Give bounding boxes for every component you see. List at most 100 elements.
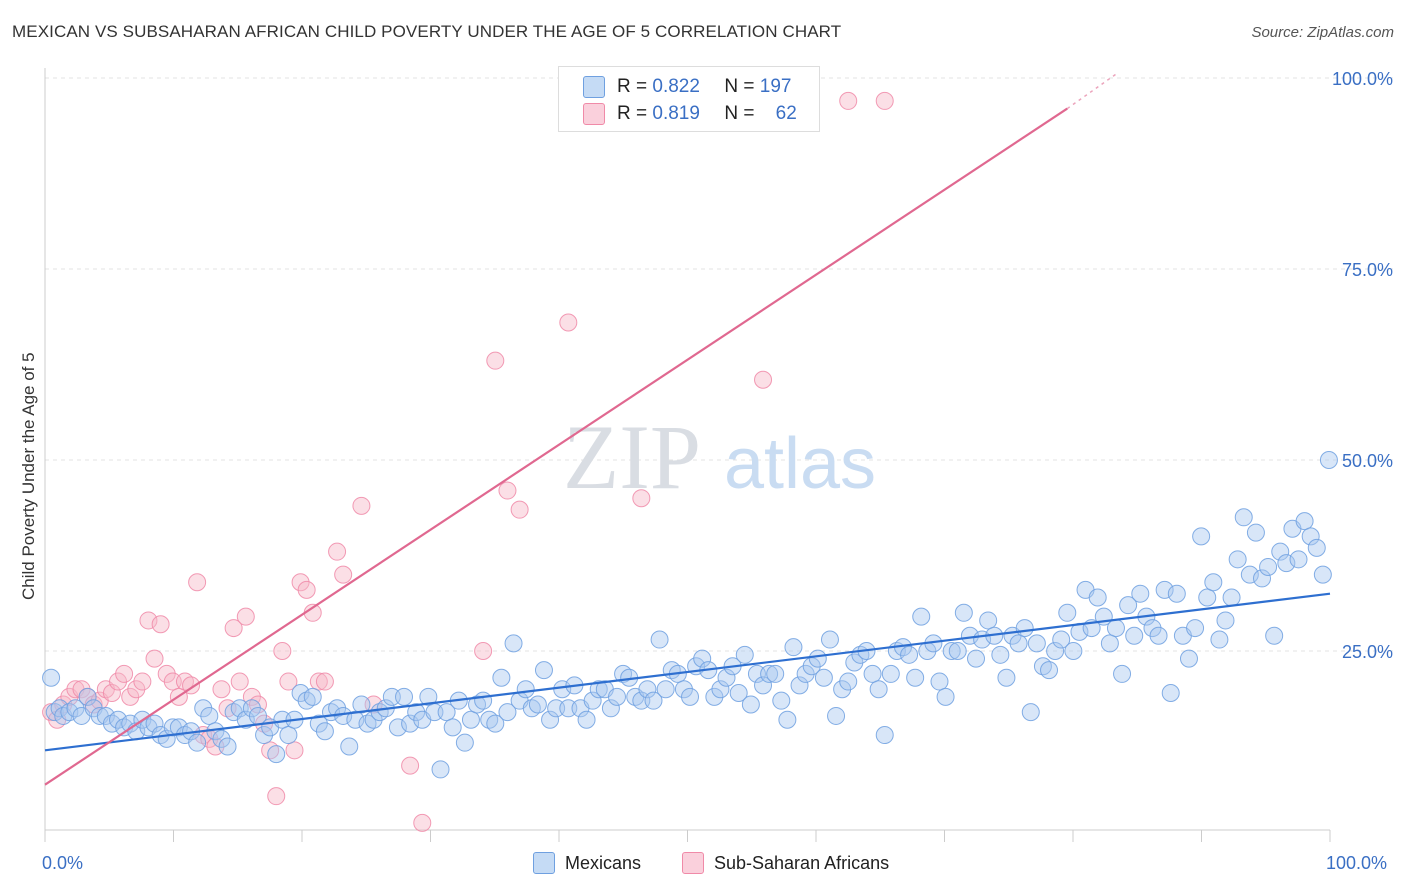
mexican-point: [796, 664, 815, 683]
trend-lines: [44, 73, 1331, 786]
legend-n-value: 197: [759, 76, 792, 97]
mexican-point: [912, 607, 931, 626]
mexican-point: [1106, 619, 1125, 638]
mexican-point: [827, 706, 846, 725]
ssa-point: [115, 664, 134, 683]
mexican-point: [997, 668, 1016, 687]
y-tick-label: 100.0%: [1332, 69, 1393, 89]
mexican-point: [1228, 550, 1247, 569]
mexican-point: [1319, 451, 1338, 469]
ssa-point: [151, 615, 170, 634]
legend-row-ssa: R = 0.819 N = 62: [583, 102, 797, 126]
mexican-point: [236, 710, 255, 729]
mexican-point: [741, 695, 760, 714]
mexican-point: [881, 664, 900, 683]
mexican-point: [267, 745, 286, 764]
mexican-point: [437, 703, 456, 722]
mexican-point: [109, 710, 128, 729]
mexican-trend-line: [44, 592, 1331, 752]
mexican-point: [534, 661, 553, 680]
mexican-point: [1222, 588, 1241, 607]
x-tick-min: 0.0%: [42, 853, 84, 873]
mexican-point: [705, 687, 724, 706]
mexican-point: [948, 642, 967, 660]
watermark: ZIP atlas: [563, 406, 876, 508]
series-swatch-mexicans: [533, 852, 555, 874]
ssa-point: [297, 580, 316, 599]
mexican-point: [541, 710, 560, 729]
mexican-point: [1216, 611, 1235, 630]
mexican-point: [766, 664, 785, 683]
correlation-legend: R = 0.822 N = 197 R = 0.819 N = 62: [558, 66, 820, 132]
ssa-point: [309, 672, 328, 691]
mexican-point: [979, 611, 998, 630]
y-tick-label: 50.0%: [1342, 451, 1393, 471]
ssa-point: [754, 370, 773, 389]
mexican-point: [1259, 557, 1278, 576]
ssa-point: [632, 489, 651, 508]
mexican-point: [1192, 527, 1211, 546]
mexican-point: [1265, 626, 1284, 645]
mexican-point: [681, 687, 700, 706]
mexican-point: [1131, 584, 1150, 603]
mexican-point: [820, 630, 839, 649]
ssa-point: [486, 351, 505, 370]
mexican-point: [242, 699, 261, 718]
mexican-point: [309, 714, 328, 733]
mexican-point: [96, 706, 115, 725]
mexican-point: [1009, 634, 1028, 653]
ssa-point: [133, 672, 152, 691]
mexican-point: [492, 668, 511, 687]
mexican-point: [528, 695, 547, 714]
y-tick-label: 75.0%: [1342, 260, 1393, 280]
y-tick-labels: 25.0% 50.0% 75.0% 100.0%: [1332, 69, 1393, 662]
ssa-point: [401, 756, 420, 775]
ssa-trend-extension: [1066, 73, 1117, 110]
mexican-point: [255, 726, 274, 745]
legend-swatch-mexicans: [583, 76, 605, 98]
mexican-point: [340, 737, 359, 756]
mexican-point: [1088, 588, 1107, 607]
mexican-point: [486, 714, 505, 733]
mexican-point: [303, 687, 322, 706]
source-label: Source: ZipAtlas.com: [1251, 24, 1394, 41]
mexican-point: [839, 672, 858, 691]
mexican-point: [352, 695, 371, 714]
ssa-point: [72, 680, 91, 699]
mexican-point: [328, 699, 347, 718]
ssa-point: [413, 813, 432, 832]
mexican-point: [1253, 569, 1271, 588]
ssa-point: [291, 573, 310, 592]
series-legend-ssa: Sub-Saharan Africans: [682, 852, 889, 874]
mexican-point: [388, 718, 407, 737]
watermark-atlas: atlas: [724, 424, 876, 504]
mexican-point: [504, 634, 523, 653]
ssa-point: [102, 684, 121, 703]
mexican-point: [1167, 584, 1186, 603]
mexican-point: [833, 680, 852, 699]
mexican-point: [1289, 550, 1308, 569]
mexican-points: [42, 451, 1338, 779]
mexican-point: [1113, 664, 1132, 683]
mexican-point: [1204, 573, 1223, 592]
mexican-point: [1155, 580, 1174, 599]
chart-title: MEXICAN VS SUBSAHARAN AFRICAN CHILD POVE…: [12, 22, 842, 41]
mexican-point: [1186, 619, 1205, 638]
mexican-point: [1040, 661, 1059, 680]
ssa-point: [510, 500, 529, 519]
grid-lines: [45, 77, 1395, 652]
series-swatch-ssa: [682, 852, 704, 874]
mexican-point: [1143, 619, 1162, 638]
ssa-point: [328, 542, 347, 561]
mexican-point: [754, 676, 773, 695]
ssa-point: [224, 619, 243, 638]
mexican-point: [863, 664, 882, 683]
mexican-point: [638, 680, 657, 699]
mexican-point: [772, 691, 791, 710]
mexican-point: [461, 710, 480, 729]
mexican-point: [1198, 588, 1217, 607]
ssa-point: [474, 642, 493, 660]
mexican-point: [589, 680, 608, 699]
mexican-point: [1021, 703, 1040, 722]
mexican-point: [607, 687, 626, 706]
